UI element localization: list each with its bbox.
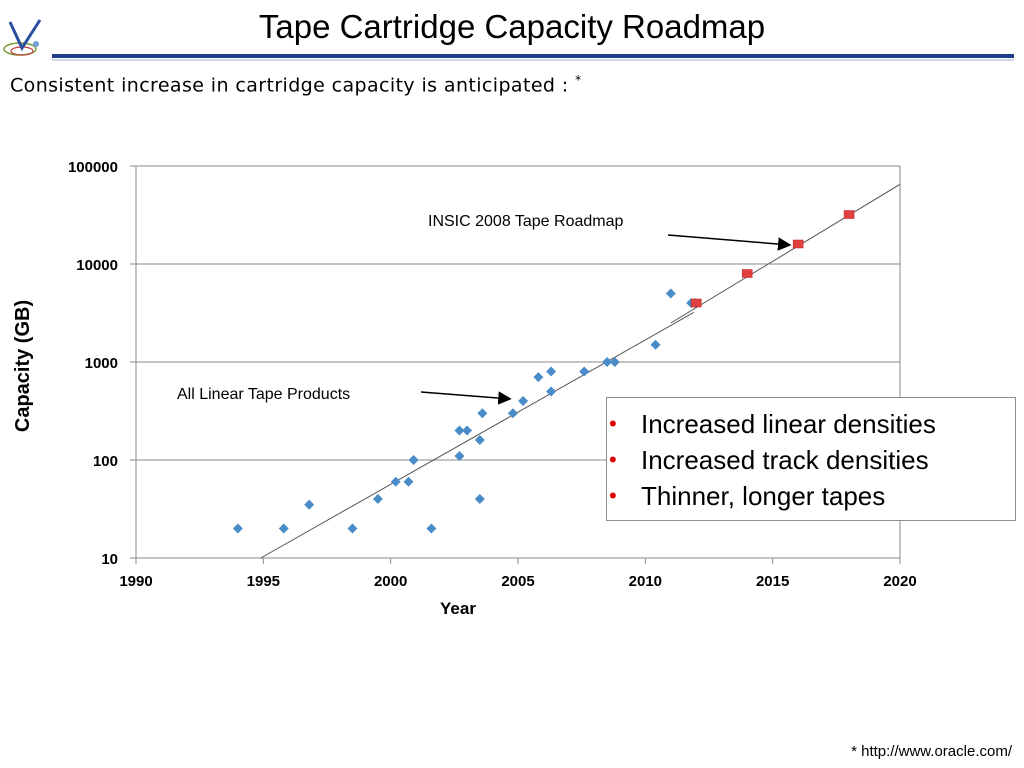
bullet-marker: • — [609, 483, 617, 508]
page-title: Tape Cartridge Capacity Roadmap — [258, 8, 766, 45]
x-tick-label: 2010 — [629, 573, 662, 590]
data-point — [518, 395, 529, 406]
x-tick-label: 1990 — [119, 573, 152, 590]
subtitle: Consistent increase in cartridge capacit… — [10, 73, 581, 96]
title-rule-light — [52, 59, 1014, 61]
data-point — [474, 493, 485, 504]
x-tick-label: 2000 — [374, 573, 407, 590]
y-tick-label: 10000 — [76, 257, 118, 274]
data-point — [403, 476, 414, 487]
data-point — [546, 366, 557, 377]
data-point — [792, 239, 804, 249]
bullet-box: • Increased linear densities • Increased tr… — [606, 397, 1016, 521]
data-point — [372, 493, 383, 504]
annotation-label: All Linear Tape Products — [177, 386, 350, 403]
data-point — [347, 523, 358, 534]
y-tick-label: 100000 — [68, 159, 118, 176]
trendline — [260, 312, 694, 559]
bullet-text: Thinner, longer tapes — [641, 481, 886, 511]
x-axis-title: Year — [440, 599, 476, 618]
data-point — [477, 408, 488, 419]
bullet-item: • Increased track densities — [607, 442, 1015, 478]
data-point — [665, 288, 676, 299]
subtitle-text: Consistent increase in cartridge capacit… — [10, 74, 569, 97]
bullet-text: Increased track densities — [641, 445, 929, 475]
subtitle-footnote-mark: * — [575, 73, 582, 87]
y-tick-label: 1000 — [85, 355, 118, 372]
annotations: INSIC 2008 Tape Roadmap All Linear Tape P… — [177, 213, 792, 405]
data-point — [408, 455, 419, 465]
bullet-list: • Increased linear densities • Increased tr… — [607, 406, 1015, 514]
trendlines — [260, 183, 901, 559]
x-tick-label: 2005 — [501, 573, 534, 590]
data-point — [843, 210, 855, 219]
data-point — [454, 425, 465, 436]
data-point — [390, 476, 401, 487]
x-tick-label: 2015 — [756, 573, 789, 590]
bullet-marker: • — [609, 411, 617, 436]
footnote: * http://www.oracle.com/ — [851, 743, 1012, 760]
data-point — [609, 357, 620, 367]
bullet-item: • Thinner, longer tapes — [607, 478, 1015, 514]
data-point — [462, 425, 473, 436]
data-point — [474, 434, 485, 445]
x-tick-label: 2020 — [883, 573, 916, 590]
x-tick-label: 1995 — [247, 573, 280, 590]
bullet-text: Increased linear densities — [641, 409, 936, 439]
data-point — [691, 298, 702, 308]
data-point — [650, 339, 661, 350]
data-points — [232, 210, 855, 534]
data-point — [533, 372, 544, 383]
bullet-item: • Increased linear densities — [607, 406, 1015, 442]
data-point — [454, 450, 465, 461]
axis-labels: 10 100 1000 10000 100000 1990 1995 2000 2005 2010… — [12, 159, 917, 618]
y-axis-title: Capacity (GB) — [12, 300, 34, 432]
y-tick-label: 10 — [101, 551, 118, 568]
annotation-arrow — [667, 234, 792, 251]
annotation-arrow — [420, 391, 512, 405]
data-point — [579, 366, 590, 377]
trendline — [670, 183, 901, 324]
data-point — [232, 523, 243, 534]
v-logo-icon — [3, 19, 42, 56]
data-point — [426, 523, 437, 534]
annotation-label: INSIC 2008 Tape Roadmap — [428, 213, 623, 230]
data-point — [546, 386, 557, 397]
bullet-marker: • — [609, 447, 617, 472]
data-point — [304, 499, 315, 510]
title-rule — [52, 54, 1014, 58]
data-point — [278, 523, 289, 534]
data-point — [507, 408, 518, 419]
capacity-chart: 10 100 1000 10000 100000 1990 1995 2000 2005 2010… — [12, 159, 917, 618]
data-point — [602, 357, 613, 367]
data-point — [741, 269, 753, 278]
y-tick-label: 100 — [93, 453, 118, 470]
